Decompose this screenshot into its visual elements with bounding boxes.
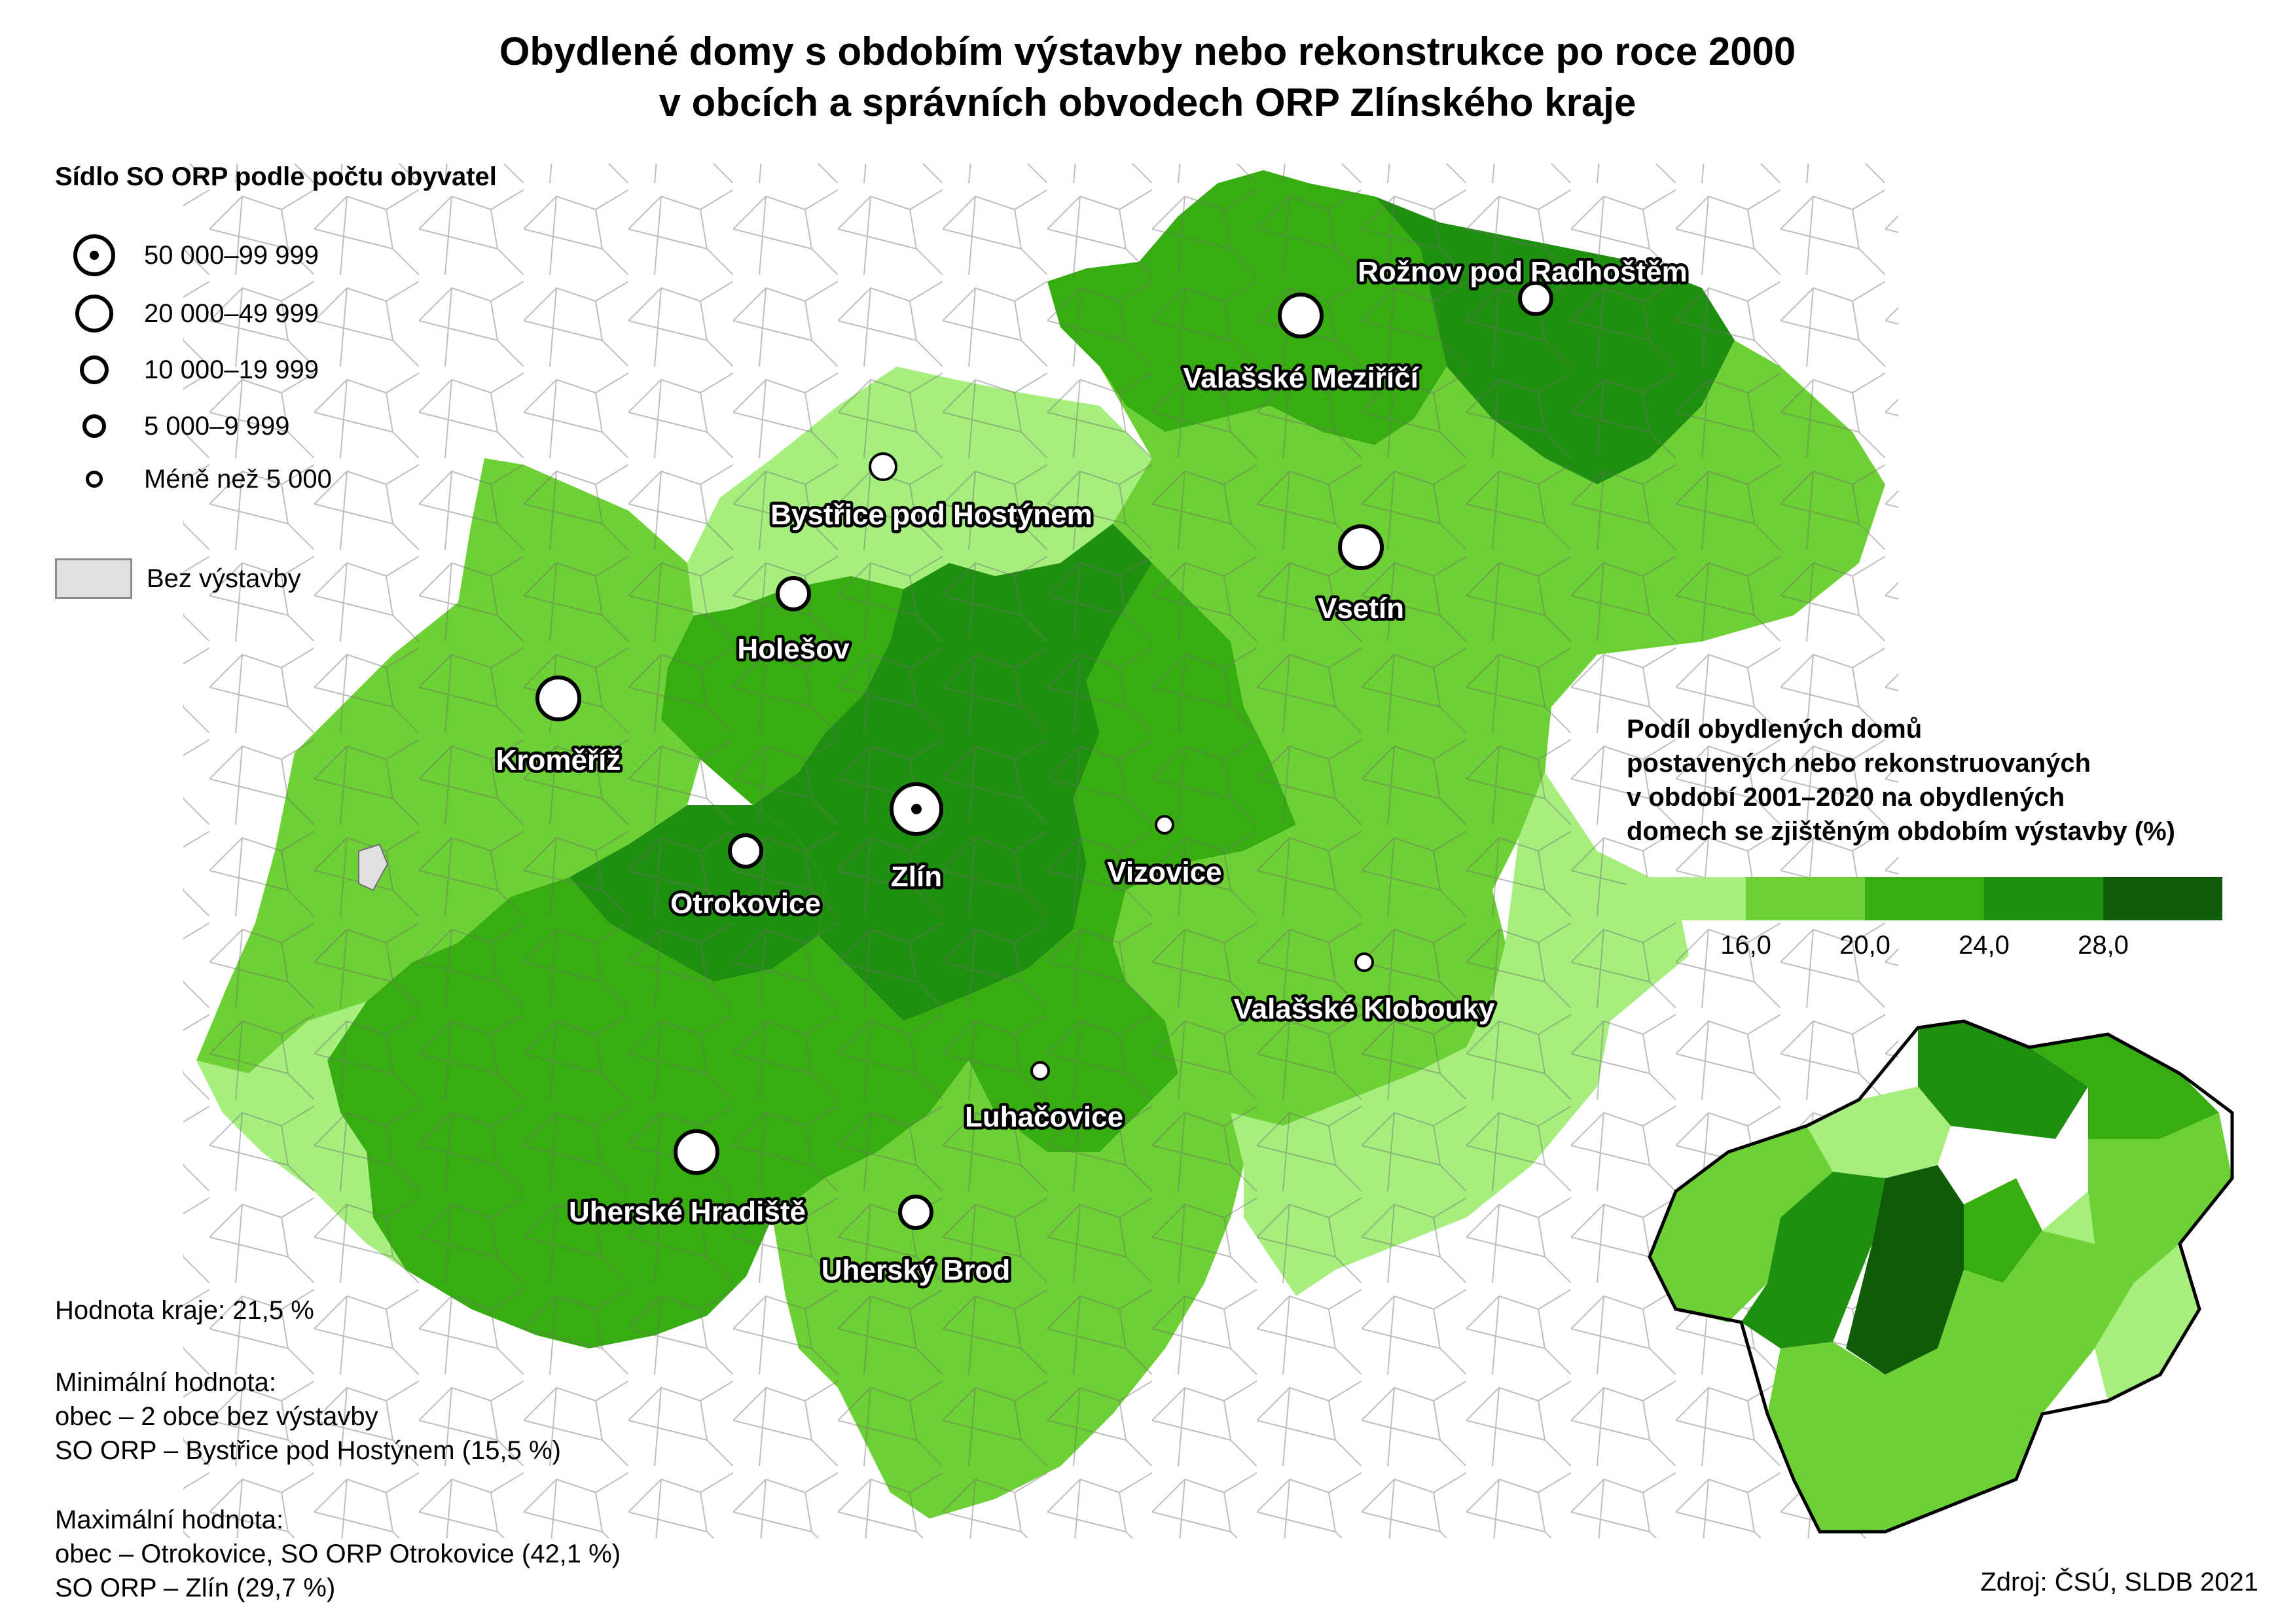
city-marker bbox=[728, 833, 763, 869]
city-label: Holešov bbox=[737, 633, 850, 665]
scale-swatch bbox=[1984, 877, 2103, 920]
city-label: Valašské Meziříčí bbox=[1183, 362, 1419, 394]
city-marker bbox=[1518, 281, 1553, 316]
city-label: Rožnov pod Radhoštěm bbox=[1358, 256, 1688, 288]
city-marker bbox=[776, 576, 811, 611]
symbol-legend-item: 50 000–99 999 bbox=[55, 232, 319, 278]
city-marker-dot bbox=[911, 804, 922, 814]
small-circle-icon bbox=[82, 414, 106, 438]
inset-district-5 bbox=[1650, 1126, 1833, 1322]
medium-circle-icon bbox=[80, 355, 109, 384]
symbol-legend-item: Méně než 5 000 bbox=[55, 456, 332, 502]
symbol-legend-item: 5 000–9 999 bbox=[55, 403, 289, 449]
choropleth-title-line: domech se zjištěným obdobím výstavby (%) bbox=[1627, 817, 2175, 846]
scale-tick-label: 24,0 bbox=[1959, 931, 2010, 960]
city-marker bbox=[535, 676, 581, 721]
min-orp: SO ORP – Bystřice pod Hostýnem (15,5 %) bbox=[55, 1436, 561, 1465]
max-heading: Maximální hodnota: bbox=[55, 1506, 284, 1534]
inset-district-1 bbox=[1918, 1021, 2088, 1139]
city-marker bbox=[1030, 1061, 1050, 1081]
symbol-legend-item: 10 000–19 999 bbox=[55, 347, 319, 393]
scale-tick-label: 20,0 bbox=[1839, 931, 1890, 960]
map-title-line-2: v obcích a správních obvodech ORP Zlínsk… bbox=[659, 81, 1636, 124]
city-label: Vizovice bbox=[1107, 856, 1221, 888]
inset-district-4 bbox=[2088, 1113, 2232, 1283]
source-note: Zdroj: ČSÚ, SLDB 2021 bbox=[1980, 1568, 2258, 1597]
min-heading: Minimální hodnota: bbox=[55, 1368, 276, 1397]
inset-district-11 bbox=[2095, 1244, 2199, 1401]
city-label: Kroměříž bbox=[496, 744, 621, 776]
scale-tick-label: 16,0 bbox=[1720, 931, 1771, 960]
symbol-legend-label: 5 000–9 999 bbox=[144, 411, 290, 441]
inset-district-7 bbox=[1846, 1165, 1964, 1375]
symbol-legend-item: 20 000–49 999 bbox=[55, 291, 319, 336]
city-marker bbox=[674, 1129, 719, 1175]
city-marker bbox=[1278, 293, 1324, 338]
city-marker bbox=[1338, 524, 1384, 570]
city-marker bbox=[1155, 815, 1174, 835]
city-label: Otrokovice bbox=[670, 888, 821, 920]
symbol-legend-label: 50 000–99 999 bbox=[144, 240, 319, 270]
max-municipality: obec – Otrokovice, SO ORP Otrokovice (42… bbox=[55, 1540, 621, 1568]
symbol-legend-label: Méně než 5 000 bbox=[144, 464, 332, 494]
large-circle-icon bbox=[75, 295, 113, 333]
city-label: Zlín bbox=[891, 861, 942, 893]
no-construction-municipality bbox=[358, 843, 389, 892]
inset-district-13 bbox=[1885, 1348, 2042, 1506]
city-marker bbox=[869, 452, 897, 481]
no-data-swatch bbox=[55, 558, 132, 599]
city-label: Uherské Hradiště bbox=[569, 1196, 806, 1228]
choropleth-title-line: postavených nebo rekonstruovaných bbox=[1627, 749, 2091, 778]
scale-tick-label: 28,0 bbox=[2078, 931, 2129, 960]
choropleth-color-scale bbox=[1627, 877, 2222, 920]
inset-orp-map bbox=[1648, 1019, 2234, 1534]
inset-outline bbox=[1648, 1019, 2234, 1534]
municipality-grid-overlay bbox=[183, 164, 1898, 1538]
symbol-legend-title: Sídlo SO ORP podle počtu obyvatel bbox=[55, 162, 497, 191]
city-marker bbox=[898, 1195, 933, 1230]
min-municipality: obec – 2 obce bez výstavby bbox=[55, 1402, 378, 1431]
inset-district-10 bbox=[2042, 1191, 2095, 1244]
choropleth-title-line: v období 2001–2020 na obydlených bbox=[1627, 783, 2065, 812]
no-data-label: Bez výstavby bbox=[147, 564, 301, 593]
inset-district-2 bbox=[2029, 1034, 2219, 1139]
max-orp: SO ORP – Zlín (29,7 %) bbox=[55, 1574, 336, 1602]
city-markers: Zlín Kroměříž Uherské Hradiště Vsetín Valašs… bbox=[493, 253, 1690, 1290]
tiny-circle-icon bbox=[86, 471, 103, 488]
scale-swatch bbox=[1627, 877, 1746, 920]
scale-swatch bbox=[1746, 877, 1865, 920]
inset-district-9 bbox=[1938, 1231, 2134, 1427]
choropleth-title-line: Podíl obydlených domů bbox=[1627, 715, 1923, 744]
region-value: Hodnota kraje: 21,5 % bbox=[55, 1296, 314, 1325]
symbol-legend-label: 20 000–49 999 bbox=[144, 298, 319, 328]
city-label: Valašské Klobouky bbox=[1234, 993, 1495, 1025]
city-label: Uherský Brod bbox=[822, 1254, 1011, 1286]
large-circle-with-dot-icon bbox=[73, 234, 115, 276]
inset-district-6 bbox=[1741, 1172, 1885, 1348]
scale-swatch bbox=[2103, 877, 2222, 920]
city-label: Vsetín bbox=[1318, 592, 1404, 624]
city-label: Luhačovice bbox=[965, 1101, 1123, 1133]
city-marker bbox=[1354, 952, 1374, 972]
symbol-legend-label: 10 000–19 999 bbox=[144, 355, 319, 384]
scale-swatch bbox=[1865, 877, 1984, 920]
city-label: Bystřice pod Hostýnem bbox=[770, 499, 1092, 531]
choropleth-legend-title: Podíl obydlených domů postavených nebo r… bbox=[1627, 712, 2175, 848]
map-title-line-1: Obydlené domy s obdobím výstavby nebo re… bbox=[499, 29, 1796, 73]
